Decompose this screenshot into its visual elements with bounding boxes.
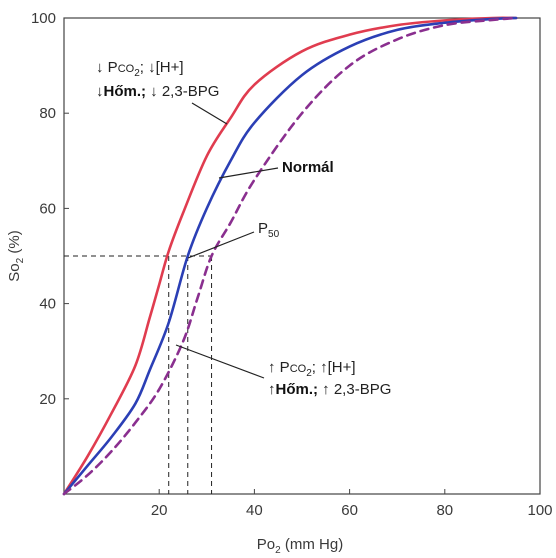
- left-hplus: [H+]: [156, 59, 184, 76]
- left-shift-pointer: [191, 102, 228, 125]
- p50-guides: [64, 255, 213, 494]
- series-layer: [62, 16, 518, 496]
- right-bpg: 2,3-BPG: [334, 381, 392, 398]
- y-tick-label-40: 40: [39, 296, 56, 313]
- normal-pointer: [218, 167, 279, 179]
- y-axis-title: So2 (%): [6, 230, 26, 281]
- left-bpg: 2,3-BPG: [162, 83, 220, 100]
- y-tick-label-100: 100: [31, 10, 56, 27]
- x-tick-label-100: 100: [527, 502, 552, 519]
- left-pco2-p: P: [108, 59, 118, 76]
- axis-ticks: 20 40 60 80 100 20 40 60 80 100: [31, 10, 553, 519]
- right-sep: ;: [312, 359, 316, 376]
- x-axis-title-sub: 2: [275, 545, 281, 556]
- x-axis-title: Po2 (mm Hg): [257, 536, 343, 556]
- y-axis-title-unit: (%): [6, 230, 23, 258]
- y-tick-label-60: 60: [39, 200, 56, 217]
- right-pco2-co: CO: [290, 363, 307, 375]
- y-tick-label-20: 20: [39, 391, 56, 408]
- left-heat: Hőm.;: [104, 83, 147, 100]
- right-arrow-2: ↑: [320, 359, 328, 376]
- p50-main: P: [258, 220, 268, 237]
- left-pco2-sub: 2: [134, 68, 140, 79]
- right-arrow-1: ↑: [268, 359, 276, 376]
- p50-sub: 50: [268, 229, 280, 240]
- y-tick-label-80: 80: [39, 105, 56, 122]
- right-pco2-sub: 2: [306, 368, 312, 379]
- left-arrow-4: ↓: [150, 83, 158, 100]
- x-axis-title-main: Po: [257, 536, 275, 553]
- x-axis-title-unit: (mm Hg): [281, 536, 344, 553]
- right-shift-pointer: [175, 344, 265, 379]
- normal-curve: [62, 16, 518, 496]
- y-axis-title-main: So: [6, 263, 23, 281]
- right-arrow-4: ↑: [322, 381, 330, 398]
- normal-label: Normál: [282, 159, 334, 176]
- left-arrow-1: ↓: [96, 59, 104, 76]
- p50-label: P50: [258, 220, 280, 240]
- left-shift-label-line2: ↓Hőm.; ↓ 2,3-BPG: [96, 83, 219, 100]
- x-tick-label-40: 40: [246, 502, 263, 519]
- right-arrow-3: ↑: [268, 381, 276, 398]
- left-sep: ;: [140, 59, 144, 76]
- right-heat: Hőm.;: [276, 381, 319, 398]
- y-axis-title-sub: 2: [15, 257, 26, 263]
- right-shifted-curve: [62, 16, 518, 496]
- right-pco2-p: P: [280, 359, 290, 376]
- right-hplus: [H+]: [328, 359, 356, 376]
- x-tick-label-20: 20: [151, 502, 168, 519]
- right-shift-label-line1: ↑ PCO2; ↑[H+]: [268, 359, 356, 379]
- left-shift-label-line1: ↓ PCO2; ↓[H+]: [96, 59, 184, 79]
- left-arrow-3: ↓: [96, 83, 104, 100]
- left-shifted-curve: [62, 16, 518, 496]
- right-shift-label-line2: ↑Hőm.; ↑ 2,3-BPG: [268, 381, 391, 398]
- x-tick-label-60: 60: [341, 502, 358, 519]
- left-arrow-2: ↓: [148, 59, 156, 76]
- x-tick-label-80: 80: [436, 502, 453, 519]
- p50-pointer: [187, 231, 255, 259]
- left-pco2-co: CO: [118, 63, 135, 75]
